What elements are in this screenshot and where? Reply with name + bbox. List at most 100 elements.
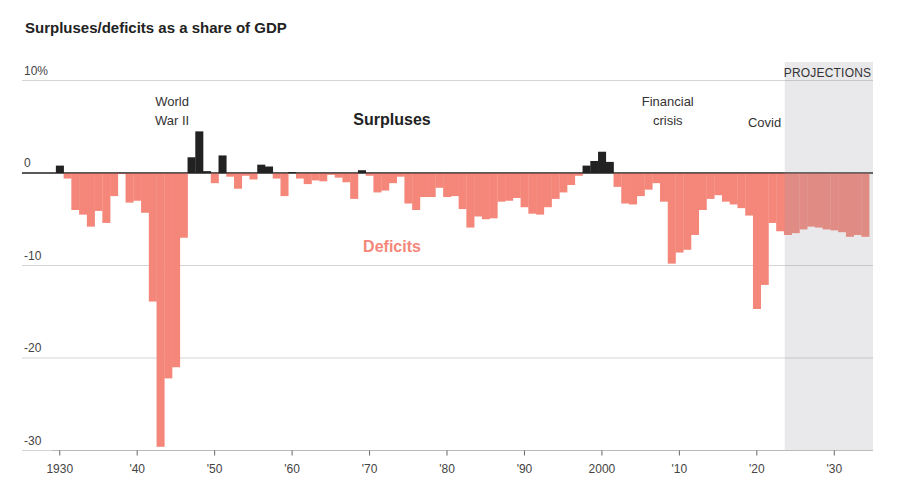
bar [745,173,753,216]
bar [699,173,707,210]
bar [102,173,110,223]
bar [319,173,327,181]
bar [621,173,629,204]
bar [737,173,745,208]
x-tick-label: '50 [207,462,223,476]
x-tick [447,451,448,456]
bar [335,173,343,178]
bar [505,173,513,201]
annotation: Covid [748,115,781,130]
bar [257,165,265,173]
bar [590,161,598,173]
bar [304,173,312,184]
bar [714,173,722,195]
bar [219,155,227,173]
bar [79,173,87,215]
bar [459,173,467,209]
x-tick-label: '70 [362,462,378,476]
bar [614,173,622,187]
bar [350,173,358,199]
bar [404,173,412,204]
x-tick-label: '80 [439,462,455,476]
bar [280,173,288,196]
y-tick-label: -20 [24,341,42,355]
series-label: Deficits [363,238,421,255]
x-tick-label: '40 [129,462,145,476]
y-tick-label: 0 [24,156,31,170]
x-tick-label: '90 [517,462,533,476]
annotation: Financial [642,94,694,109]
bar [583,166,591,173]
bar [110,173,118,196]
bar [71,173,79,210]
bar [373,173,381,192]
bar [559,173,567,192]
bar [126,173,134,203]
bar [521,173,529,207]
x-tick [834,451,835,456]
y-tick-label: -30 [24,434,42,448]
bar [164,173,172,378]
projection-label: PROJECTIONS [784,66,872,80]
bar [234,173,242,189]
annotation: World [155,94,189,109]
x-tick-label: 1930 [46,462,73,476]
bar [389,173,397,183]
bar [691,173,699,235]
bar [265,167,273,173]
x-tick-label: 2000 [589,462,616,476]
y-tick-label: -10 [24,249,42,263]
bar [133,173,141,201]
annotation: War II [155,113,189,128]
bar [528,173,536,214]
bar [598,152,606,173]
title: Surpluses/deficits as a share of GDP [25,19,287,36]
bar [668,173,676,264]
x-tick [137,451,138,456]
bar [513,173,521,198]
bar [776,173,784,231]
bar [141,173,149,213]
bar [273,173,281,179]
bar [497,173,505,202]
x-tick [214,451,215,456]
bar [660,173,668,202]
x-tick [292,451,293,456]
bar [652,173,660,183]
bar [544,173,552,207]
x-tick-label: '20 [749,462,765,476]
bar [149,173,157,302]
x-tick-label: '30 [826,462,842,476]
bar [443,173,451,197]
bar [296,173,304,179]
bar [474,173,482,216]
x-tick [369,451,370,456]
x-tick [601,451,602,456]
bar [606,162,614,173]
bar [536,173,544,215]
x-tick-label: '10 [672,462,688,476]
x-tick-label: '60 [284,462,300,476]
bar [172,173,180,367]
bars [56,131,870,446]
bar [188,157,196,173]
bar [490,173,498,218]
bar [180,173,188,238]
projection-shade [785,62,873,451]
bar [482,173,490,219]
bar [645,173,653,190]
bar [730,173,738,204]
grid-line [22,358,873,359]
bar [637,173,645,196]
bar [768,173,776,223]
series-label: Surpluses [353,111,430,128]
bar [311,173,319,180]
bar [87,173,95,227]
bar [157,173,165,447]
x-axis-line [52,450,873,451]
y-tick-label: 10% [24,64,48,78]
bar [95,173,103,211]
bar [552,173,560,199]
bar [420,173,428,197]
x-tick [524,451,525,456]
